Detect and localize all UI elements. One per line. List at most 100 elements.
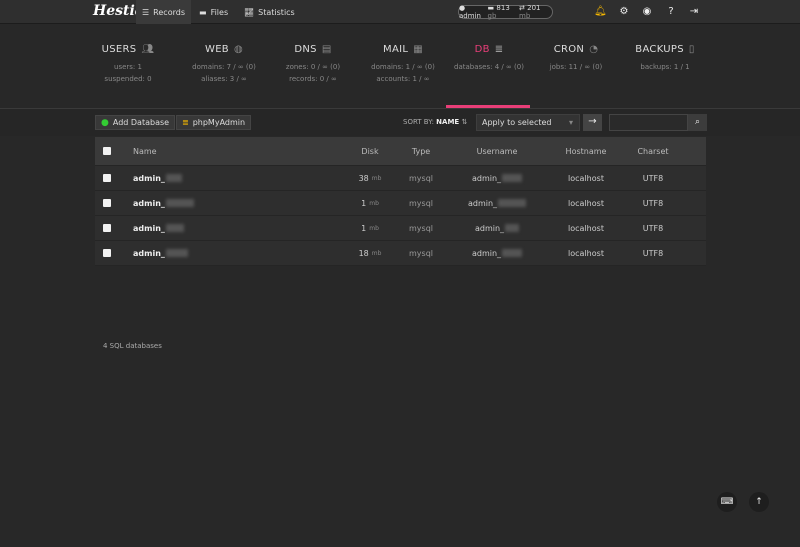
apply-button[interactable]: → <box>583 114 602 131</box>
divider <box>0 108 800 109</box>
db-name[interactable]: admin_ <box>133 191 194 215</box>
db-name[interactable]: admin_ <box>133 216 184 240</box>
table-row[interactable]: admin_ 1 mb mysql admin_ localhost UTF8 <box>95 216 706 241</box>
disk-usage: 1 mb <box>361 191 379 215</box>
arrow-right-icon: → <box>588 116 597 127</box>
disk-unit: mb <box>371 249 382 257</box>
row-checkbox[interactable] <box>103 224 111 232</box>
stat-web[interactable]: WEB ◍ domains: 7 / ∞ (0) aliases: 3 / ∞ <box>179 44 269 85</box>
database-icon: ≣ <box>182 118 189 127</box>
scroll-top-button[interactable]: ↑ <box>749 492 769 512</box>
header-charset[interactable]: Charset <box>637 146 669 156</box>
nav-records[interactable]: ☰ Records <box>136 0 191 24</box>
db-hostname: localhost <box>568 223 604 233</box>
table-header: Name Disk Type Username Hostname Charset <box>95 137 706 166</box>
user-icon: ● <box>459 4 466 12</box>
stat-backups[interactable]: BACKUPS ▯ backups: 1 / 1 <box>620 44 710 73</box>
transfer-icon: ⇄ <box>519 4 525 12</box>
disk-usage: 1 mb <box>361 216 379 240</box>
disk-unit: mb <box>369 199 379 207</box>
button-label: Add Database <box>112 118 170 127</box>
row-checkbox[interactable] <box>103 174 111 182</box>
nav-statistics[interactable]: 📈︎ Statistics <box>238 0 301 24</box>
stat-db[interactable]: DB ≣ databases: 4 / ∞ (0) <box>444 44 534 73</box>
header-username[interactable]: Username <box>476 146 518 156</box>
database-icon: ≣ <box>494 44 504 55</box>
stat-cron[interactable]: CRON ◔ jobs: 11 / ∞ (0) <box>531 44 621 73</box>
add-database-button[interactable]: ● Add Database <box>95 115 176 130</box>
database-count: 4 SQL databases <box>103 342 162 350</box>
db-username: admin_ <box>468 191 527 215</box>
stat-title: DB <box>474 44 490 55</box>
logo[interactable]: Hestia <box>93 3 144 19</box>
sort-icon: ⇅ <box>461 118 468 126</box>
logout-icon[interactable]: ⇥ <box>689 6 699 17</box>
stat-line: domains: 7 / ∞ (0) <box>192 63 256 71</box>
search-button[interactable]: ⌕ <box>688 114 707 131</box>
sort-by[interactable]: SORT BY: NAME ⇅ <box>403 118 467 126</box>
plus-circle-icon: ● <box>101 117 109 128</box>
table-row[interactable]: admin_ 1 mb mysql admin_ localhost UTF8 <box>95 191 706 216</box>
disk-value: 38 <box>358 173 369 183</box>
stat-line: suspended: 0 <box>104 75 152 83</box>
stat-dns[interactable]: DNS ▤ zones: 0 / ∞ (0) records: 0 / ∞ <box>268 44 358 85</box>
file-icon: ▯ <box>688 44 695 55</box>
user-summary[interactable]: ● admin ▬ 813 gb ⇄ 201 mb <box>458 4 553 20</box>
disk-usage: 38 mb <box>359 166 382 190</box>
mail-icon: ▦ <box>413 44 423 55</box>
stat-line: zones: 0 / ∞ (0) <box>285 63 341 71</box>
redacted <box>498 199 527 207</box>
stat-title: BACKUPS <box>635 44 684 55</box>
db-charset: UTF8 <box>642 223 664 233</box>
table-row[interactable]: admin_ 18 mb mysql admin_ localhost UTF8 <box>95 241 706 266</box>
header-disk[interactable]: Disk <box>361 146 379 156</box>
db-type: mysql <box>409 173 433 183</box>
db-name[interactable]: admin_ <box>133 241 188 265</box>
stat-line: users: 1 <box>114 63 142 71</box>
header-type[interactable]: Type <box>411 146 431 156</box>
user-circle-icon[interactable]: ◉ <box>642 6 652 17</box>
row-checkbox[interactable] <box>103 199 111 207</box>
search-icon: ⌕ <box>694 117 701 127</box>
table-row[interactable]: admin_ 38 mb mysql admin_ localhost UTF8 <box>95 166 706 191</box>
db-charset: UTF8 <box>642 248 664 258</box>
disk-unit: gb <box>487 12 497 20</box>
gear-icon[interactable]: ⚙ <box>619 6 629 17</box>
book-icon: ▤ <box>321 44 332 55</box>
db-type: mysql <box>409 248 433 258</box>
header-hostname[interactable]: Hostname <box>565 146 607 156</box>
nav-label: Records <box>153 7 185 17</box>
disk-unit: mb <box>371 174 382 182</box>
disk-value: 1 <box>361 223 367 233</box>
row-checkbox[interactable] <box>103 249 111 257</box>
db-name[interactable]: admin_ <box>133 166 182 190</box>
username-text: admin_ <box>471 173 502 183</box>
db-name-text: admin_ <box>133 248 165 258</box>
help-icon[interactable]: ? <box>668 6 674 17</box>
stat-line: records: 0 / ∞ <box>289 75 337 83</box>
db-type: mysql <box>409 223 433 233</box>
redacted <box>505 224 520 232</box>
db-username: admin_ <box>472 241 523 265</box>
shortcuts-button[interactable]: ⌨ <box>717 492 737 512</box>
header-name[interactable]: Name <box>133 146 157 156</box>
select-all-checkbox[interactable] <box>103 147 111 155</box>
stat-users[interactable]: USERS 👥︎ users: 1 suspended: 0 <box>83 44 173 85</box>
bell-icon[interactable]: 🔔︎ <box>594 6 607 17</box>
stat-title: WEB <box>205 44 229 55</box>
stat-line: backups: 1 / 1 <box>640 63 690 71</box>
bulk-action-select[interactable]: Apply to selected ▾ <box>476 114 580 131</box>
top-bar: Hestia ☰ Records ▬ Files 📈︎ Statistics ● ad… <box>0 0 800 24</box>
nav-files[interactable]: ▬ Files <box>193 0 234 24</box>
phpmyadmin-button[interactable]: ≣ phpMyAdmin <box>176 115 252 130</box>
stat-title: DNS <box>294 44 317 55</box>
stat-line: databases: 4 / ∞ (0) <box>454 63 524 71</box>
stat-line: accounts: 1 / ∞ <box>376 75 430 83</box>
db-hostname: localhost <box>568 198 604 208</box>
stat-title: MAIL <box>383 44 409 55</box>
stat-mail[interactable]: MAIL ▦ domains: 1 / ∞ (0) accounts: 1 / ∞ <box>358 44 448 85</box>
search-input[interactable] <box>609 114 688 131</box>
select-value: Apply to selected <box>482 118 552 127</box>
stat-line: aliases: 3 / ∞ <box>201 75 247 83</box>
db-charset: UTF8 <box>642 198 664 208</box>
